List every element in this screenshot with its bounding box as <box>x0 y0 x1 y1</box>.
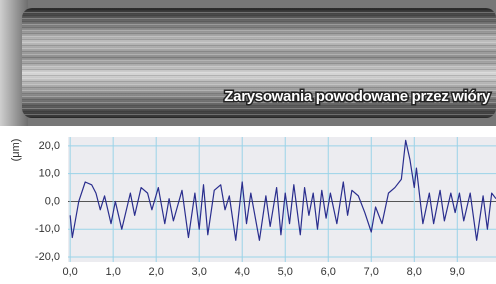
y-axis-label: (μm) <box>10 139 22 162</box>
y-tick-label: 20,0 <box>39 140 60 152</box>
x-tick-label: 2,0 <box>149 266 164 278</box>
x-tick-label: 0,0 <box>63 266 78 278</box>
x-tick-label: 7,0 <box>364 266 379 278</box>
y-tick-label: -20,0 <box>35 251 60 263</box>
y-tick-label: 0,0 <box>45 195 60 207</box>
x-tick-label: 3,0 <box>192 266 207 278</box>
x-tick-label: 8,0 <box>407 266 422 278</box>
photo: Zarysowania powodowane przez wióry <box>0 0 496 126</box>
photo-caption: Zarysowania powodowane przez wióry <box>224 88 491 105</box>
x-tick-label: 5,0 <box>278 266 293 278</box>
x-tick-label: 6,0 <box>321 266 336 278</box>
x-tick-label: 4,0 <box>235 266 250 278</box>
x-tick-label: 9,0 <box>450 266 465 278</box>
y-tick-label: -10,0 <box>35 223 60 235</box>
x-tick-label: 1,0 <box>106 266 121 278</box>
page: Zarysowania powodowane przez wióry (μm) … <box>0 0 496 284</box>
y-tick-label: 10,0 <box>39 168 60 180</box>
